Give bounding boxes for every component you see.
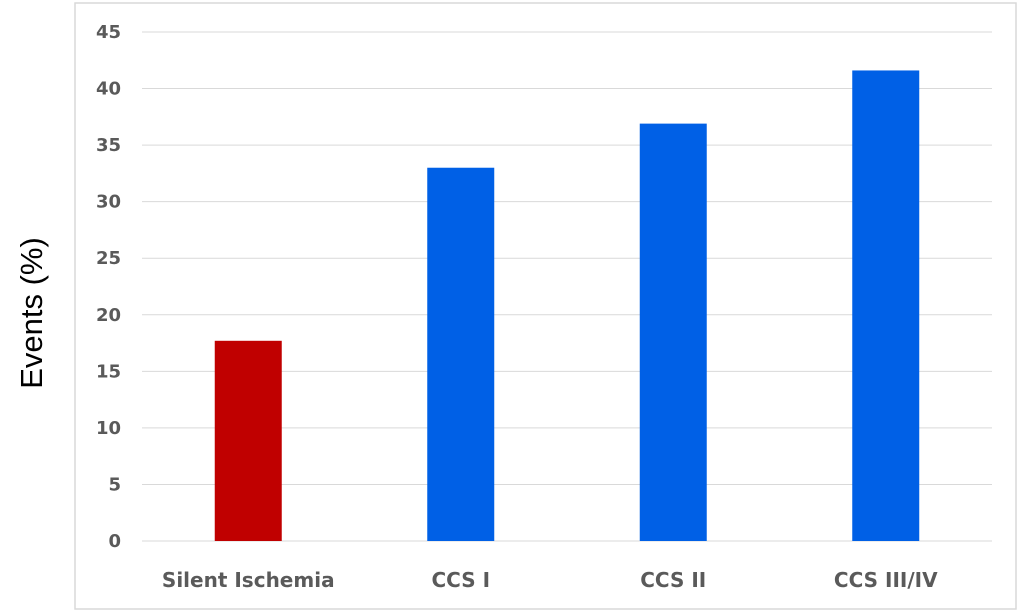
y-tick-label: 40 xyxy=(96,79,121,100)
y-tick-label: 15 xyxy=(96,361,121,382)
bar-silent-ischemia xyxy=(214,340,282,541)
y-tick-label: 10 xyxy=(96,418,121,439)
y-tick-labels: 0 5 10 15 20 25 30 35 40 45 xyxy=(96,22,121,552)
y-tick-label: 25 xyxy=(96,248,121,269)
bar-ccs-i xyxy=(427,167,495,541)
y-tick-label: 5 xyxy=(108,474,121,495)
gridlines xyxy=(142,31,992,542)
bar-ccs-iii-iv xyxy=(852,70,920,542)
y-tick-label: 0 xyxy=(108,531,121,552)
y-tick-label: 20 xyxy=(96,305,121,326)
x-tick-label: CCS II xyxy=(640,568,706,592)
x-tick-labels: Silent Ischemia CCS I CCS II CCS III/IV xyxy=(162,568,938,592)
x-tick-label: CCS III/IV xyxy=(834,568,938,592)
y-tick-label: 45 xyxy=(96,22,121,43)
x-tick-label: CCS I xyxy=(431,568,490,592)
x-tick-label: Silent Ischemia xyxy=(162,568,335,592)
bar-ccs-ii xyxy=(639,123,707,542)
y-tick-label: 30 xyxy=(96,192,121,213)
bars xyxy=(214,70,920,542)
y-tick-label: 35 xyxy=(96,135,121,156)
y-axis-label: Events (%) xyxy=(14,237,49,389)
